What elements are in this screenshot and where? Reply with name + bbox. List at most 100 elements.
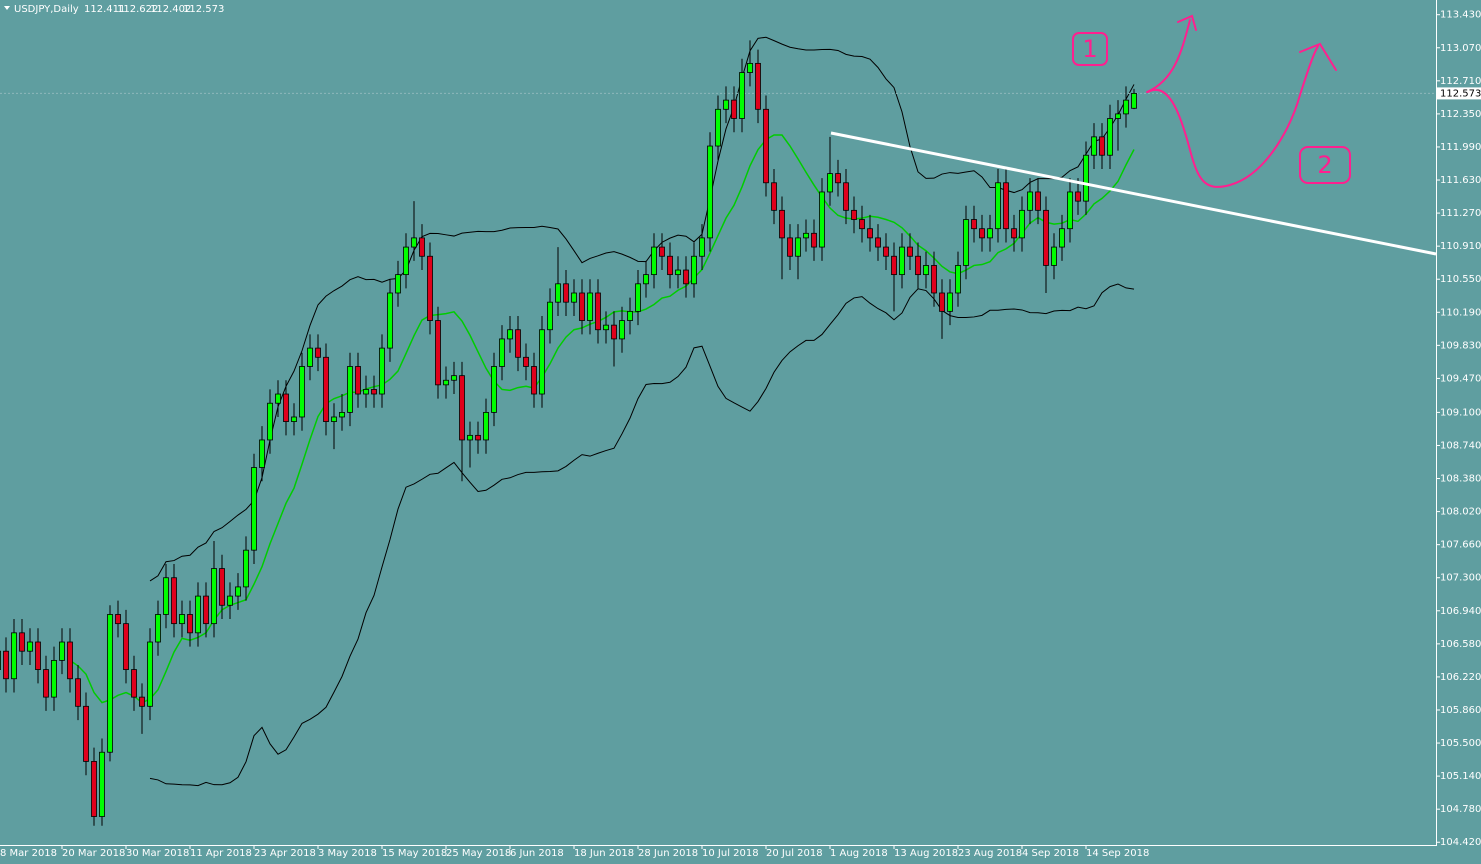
candle-body — [979, 228, 985, 239]
y-tick-label: 112.350 — [1440, 109, 1481, 120]
x-tick-label: 20 Jul 2018 — [766, 848, 823, 859]
candle-body — [587, 292, 593, 321]
candle-body — [315, 347, 321, 358]
candle-body — [123, 623, 129, 670]
candle-body — [1043, 209, 1049, 266]
x-tick-label: 30 Mar 2018 — [126, 848, 189, 859]
y-tick-label: 105.140 — [1440, 771, 1481, 782]
price-label-bg — [1437, 87, 1481, 100]
candle-body — [323, 356, 329, 422]
candle-body — [579, 292, 585, 321]
candle-body — [651, 246, 657, 276]
candle-body — [787, 237, 793, 257]
candle-body — [715, 108, 721, 147]
bollinger-upper — [149, 36, 1135, 582]
candle-body — [819, 191, 825, 248]
candle-body — [235, 586, 241, 597]
candle-body — [803, 232, 809, 239]
x-tick-label: 20 Mar 2018 — [62, 848, 125, 859]
candle-body — [427, 255, 433, 321]
candle-body — [563, 283, 569, 303]
candle-body — [571, 292, 577, 303]
annotation-1: 1 — [1082, 35, 1097, 63]
candle-body — [1003, 182, 1009, 230]
candle-body — [499, 338, 505, 367]
candle-body — [275, 393, 281, 404]
candle-body — [915, 255, 921, 276]
candle-body — [1075, 191, 1081, 202]
candle-body — [1019, 209, 1025, 239]
candle-body — [179, 614, 185, 625]
circle-2 — [1299, 146, 1351, 184]
y-tick-label: 107.300 — [1440, 573, 1481, 584]
arrow-2 — [1147, 42, 1337, 188]
y-tick-label: 110.550 — [1440, 274, 1481, 285]
candle-body — [755, 62, 761, 110]
menu-triangle[interactable] — [4, 6, 10, 10]
candle-body — [43, 669, 49, 698]
y-tick-label: 113.430 — [1440, 10, 1481, 21]
candle-body — [475, 434, 481, 441]
x-tick-label: 4 Sep 2018 — [1022, 848, 1079, 859]
candle-body — [923, 265, 929, 276]
y-tick-label: 113.070 — [1440, 43, 1481, 54]
trend-line — [830, 131, 1437, 256]
x-tick-label: 10 Jul 2018 — [702, 848, 759, 859]
candle-body — [67, 641, 73, 680]
candle-body — [99, 751, 105, 817]
candle-body — [851, 209, 857, 220]
candle-body — [395, 274, 401, 294]
y-tick-label: 104.420 — [1440, 837, 1481, 848]
y-tick-label: 106.580 — [1440, 639, 1481, 650]
candle-body — [19, 632, 25, 652]
y-tick-label: 112.710 — [1440, 76, 1481, 87]
candle-body — [339, 411, 345, 418]
x-tick-label: 15 May 2018 — [382, 848, 447, 859]
candle-body — [619, 320, 625, 340]
candle-body — [363, 389, 369, 395]
candle-body — [387, 292, 393, 349]
y-tick-label: 111.990 — [1440, 142, 1481, 153]
candle-body — [251, 467, 257, 551]
candle-body — [379, 347, 385, 395]
candle-body — [699, 237, 705, 257]
candle-body — [347, 366, 353, 413]
candle-body — [659, 246, 665, 257]
candle-body — [59, 641, 65, 661]
x-tick-label: 1 Aug 2018 — [830, 848, 888, 859]
candle-body — [403, 246, 409, 276]
candle-body — [187, 614, 193, 634]
x-tick-label: 3 May 2018 — [318, 848, 377, 859]
hand-drawing — [1072, 14, 1351, 188]
candle-body — [491, 366, 497, 413]
candle-body — [739, 72, 745, 119]
candle-body — [731, 99, 737, 119]
candle-body — [171, 577, 177, 625]
candle-body — [227, 595, 233, 606]
candle-body — [635, 283, 641, 312]
y-tick-label: 110.910 — [1440, 241, 1481, 252]
candle-body — [827, 173, 833, 193]
arrow-1 — [1146, 14, 1197, 93]
price-label: 112.573 — [1440, 88, 1481, 99]
candle-body — [1035, 191, 1041, 211]
candle-body — [891, 255, 897, 276]
circle-1 — [1072, 32, 1108, 66]
candle-body — [1067, 191, 1073, 230]
candle-body — [243, 549, 249, 588]
y-tick-label: 106.940 — [1440, 606, 1481, 617]
x-tick-label: 28 Jun 2018 — [638, 848, 698, 859]
candle-body — [147, 641, 153, 707]
candle-body — [435, 320, 441, 386]
candle-body — [995, 182, 1001, 230]
candle-body — [1091, 136, 1097, 156]
candle-body — [835, 173, 841, 184]
x-tick-label: 25 May 2018 — [446, 848, 511, 859]
y-tick-label: 110.190 — [1440, 307, 1481, 318]
candle-body — [443, 379, 449, 386]
candle-body — [627, 310, 633, 321]
candle-body — [947, 292, 953, 312]
candle-body — [203, 595, 209, 625]
header-open: 112.411 — [84, 4, 125, 15]
